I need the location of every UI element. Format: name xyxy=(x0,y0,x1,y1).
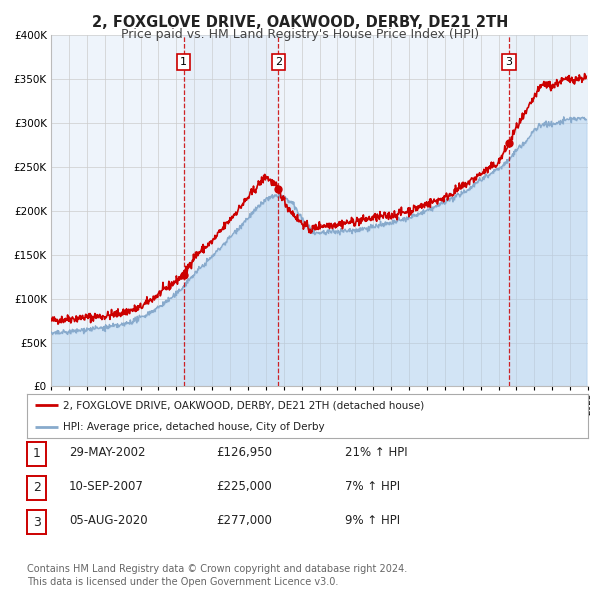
Text: 1: 1 xyxy=(32,447,41,460)
Text: 2, FOXGLOVE DRIVE, OAKWOOD, DERBY, DE21 2TH: 2, FOXGLOVE DRIVE, OAKWOOD, DERBY, DE21 … xyxy=(92,15,508,30)
Text: Price paid vs. HM Land Registry's House Price Index (HPI): Price paid vs. HM Land Registry's House … xyxy=(121,28,479,41)
Point xyxy=(179,270,188,280)
Text: 29-MAY-2002: 29-MAY-2002 xyxy=(69,446,146,459)
Text: 3: 3 xyxy=(506,57,512,67)
Text: 3: 3 xyxy=(32,516,41,529)
Bar xyxy=(509,35,588,386)
Text: £126,950: £126,950 xyxy=(216,446,272,459)
Text: HPI: Average price, detached house, City of Derby: HPI: Average price, detached house, City… xyxy=(64,422,325,432)
Text: £225,000: £225,000 xyxy=(216,480,272,493)
Text: 2: 2 xyxy=(275,57,282,67)
Text: 2, FOXGLOVE DRIVE, OAKWOOD, DERBY, DE21 2TH (detached house): 2, FOXGLOVE DRIVE, OAKWOOD, DERBY, DE21 … xyxy=(64,401,425,411)
Text: Contains HM Land Registry data © Crown copyright and database right 2024.
This d: Contains HM Land Registry data © Crown c… xyxy=(27,564,407,587)
Text: 2: 2 xyxy=(32,481,41,494)
Text: 9% ↑ HPI: 9% ↑ HPI xyxy=(345,514,400,527)
Text: £277,000: £277,000 xyxy=(216,514,272,527)
Text: 05-AUG-2020: 05-AUG-2020 xyxy=(69,514,148,527)
Text: 10-SEP-2007: 10-SEP-2007 xyxy=(69,480,144,493)
Point xyxy=(274,184,283,194)
Text: 7% ↑ HPI: 7% ↑ HPI xyxy=(345,480,400,493)
Text: 1: 1 xyxy=(180,57,187,67)
Point xyxy=(504,139,514,148)
Text: 21% ↑ HPI: 21% ↑ HPI xyxy=(345,446,407,459)
Bar xyxy=(184,35,278,386)
